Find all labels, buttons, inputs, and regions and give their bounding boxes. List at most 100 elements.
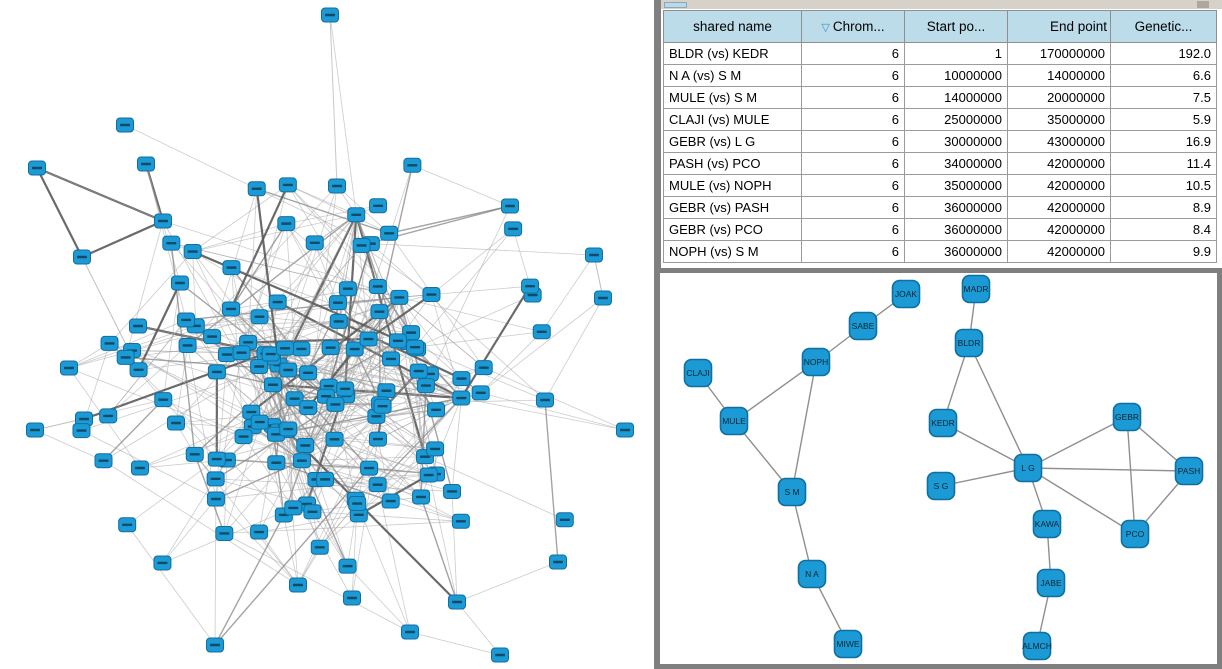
table-cell[interactable]: MULE (vs) S M: [663, 86, 802, 109]
table-cell[interactable]: CLAJI (vs) MULE: [663, 108, 802, 131]
hairball-node[interactable]: [207, 451, 226, 467]
table-row[interactable]: PASH (vs) PCO 6 34000000 42000000 11.4: [663, 152, 1217, 175]
hairball-node[interactable]: [279, 421, 298, 437]
table-cell[interactable]: 1: [904, 42, 1008, 65]
column-header-1[interactable]: ▽ Chrom...: [801, 10, 905, 43]
hairball-node[interactable]: [250, 309, 269, 325]
table-cell[interactable]: NOPH (vs) S M: [663, 240, 802, 263]
hairball-node[interactable]: [276, 340, 295, 356]
table-cell[interactable]: N A (vs) S M: [663, 64, 802, 87]
table-row[interactable]: NOPH (vs) S M 6 36000000 42000000 9.9: [663, 240, 1217, 263]
hairball-node[interactable]: [178, 337, 197, 353]
hairball-node[interactable]: [310, 539, 329, 555]
table-row[interactable]: N A (vs) S M 6 10000000 14000000 6.6: [663, 64, 1217, 87]
subnetwork-edge[interactable]: [1027, 467, 1190, 472]
hairball-node[interactable]: [338, 558, 357, 574]
subnetwork-edge[interactable]: [1027, 467, 1136, 535]
hairball-node[interactable]: [471, 385, 490, 401]
table-cell[interactable]: 16.9: [1110, 130, 1217, 153]
table-row[interactable]: BLDR (vs) KEDR 6 1 170000000 192.0: [663, 42, 1217, 65]
network-node-S-M[interactable]: S M: [777, 477, 807, 507]
hairball-node[interactable]: [292, 453, 311, 469]
table-row[interactable]: MULE (vs) NOPH 6 35000000 42000000 10.5: [663, 174, 1217, 197]
table-cell[interactable]: 170000000: [1007, 42, 1111, 65]
table-cell[interactable]: 42000000: [1007, 152, 1111, 175]
hairball-node[interactable]: [368, 278, 387, 294]
table-cell[interactable]: 8.9: [1110, 196, 1217, 219]
hairball-node[interactable]: [328, 178, 346, 194]
hairball-node[interactable]: [60, 360, 78, 376]
scrollbar-fragment[interactable]: [1197, 1, 1209, 8]
subnetwork-edge[interactable]: [940, 467, 1029, 487]
network-node-MIWE[interactable]: MIWE: [833, 629, 863, 659]
hairball-node[interactable]: [183, 244, 202, 260]
hairball-node[interactable]: [292, 341, 311, 357]
hairball-node[interactable]: [370, 304, 389, 320]
table-cell[interactable]: 36000000: [904, 218, 1008, 241]
hairball-node[interactable]: [532, 324, 551, 340]
hairball-node[interactable]: [234, 429, 253, 445]
subnetwork-edge[interactable]: [791, 361, 817, 493]
hairball-node[interactable]: [409, 363, 428, 379]
hairball-node[interactable]: [206, 471, 225, 487]
hairball-node[interactable]: [170, 275, 189, 291]
hairball-node[interactable]: [162, 235, 181, 251]
hairball-node[interactable]: [250, 359, 269, 375]
table-cell[interactable]: 34000000: [904, 152, 1008, 175]
hairball-node[interactable]: [206, 637, 224, 653]
table-cell[interactable]: 6: [801, 64, 905, 87]
hairball-node[interactable]: [451, 513, 470, 529]
hairball-node[interactable]: [585, 247, 603, 263]
network-node-NOPH[interactable]: NOPH: [801, 347, 831, 377]
hairball-node[interactable]: [368, 431, 387, 447]
column-header-4[interactable]: Genetic...: [1110, 10, 1217, 43]
table-cell[interactable]: 43000000: [1007, 130, 1111, 153]
table-cell[interactable]: 14000000: [1007, 64, 1111, 87]
table-cell[interactable]: 6: [801, 240, 905, 263]
tab-fragment[interactable]: [664, 2, 687, 8]
hairball-node[interactable]: [616, 422, 634, 438]
hairball-node[interactable]: [232, 345, 251, 361]
hairball-node[interactable]: [504, 221, 523, 237]
hairball-node[interactable]: [153, 555, 172, 571]
hairball-node[interactable]: [380, 225, 399, 241]
table-row[interactable]: CLAJI (vs) MULE 6 25000000 35000000 5.9: [663, 108, 1217, 131]
table-row[interactable]: MULE (vs) S M 6 14000000 20000000 7.5: [663, 86, 1217, 109]
hairball-node[interactable]: [406, 339, 425, 355]
hairball-node[interactable]: [348, 496, 367, 512]
hairball-node[interactable]: [422, 287, 441, 303]
hairball-node[interactable]: [285, 391, 304, 407]
hairball-node[interactable]: [278, 177, 297, 193]
hairball-node[interactable]: [419, 467, 438, 483]
hairball-node[interactable]: [289, 577, 307, 593]
hairball-node[interactable]: [452, 390, 471, 406]
hairball-node[interactable]: [443, 483, 462, 499]
hairball-node[interactable]: [99, 408, 118, 424]
hairball-node[interactable]: [336, 381, 355, 397]
table-cell[interactable]: 25000000: [904, 108, 1008, 131]
column-header-3[interactable]: End point: [1007, 10, 1111, 43]
hairball-node[interactable]: [360, 460, 379, 476]
main-network-view[interactable]: [0, 0, 654, 669]
table-cell[interactable]: 6: [801, 86, 905, 109]
hairball-node[interactable]: [177, 312, 196, 328]
table-cell[interactable]: GEBR (vs) L G: [663, 130, 802, 153]
hairball-node[interactable]: [316, 471, 335, 487]
hairball-node[interactable]: [129, 362, 148, 378]
hairball-node[interactable]: [215, 525, 234, 541]
table-cell[interactable]: 6: [801, 174, 905, 197]
hairball-node[interactable]: [26, 422, 44, 438]
hairball-node[interactable]: [247, 181, 266, 197]
table-cell[interactable]: 42000000: [1007, 196, 1111, 219]
hairball-node[interactable]: [345, 341, 364, 357]
subnetwork-view[interactable]: JOAK MADR SABE NOPH BLDR CLAJI MULE KEDR GEBR L G…: [660, 273, 1217, 664]
table-cell[interactable]: 192.0: [1110, 42, 1217, 65]
hairball-node[interactable]: [94, 453, 113, 469]
hairball-node[interactable]: [100, 335, 119, 351]
hairball-node[interactable]: [305, 235, 324, 251]
table-cell[interactable]: MULE (vs) NOPH: [663, 174, 802, 197]
hairball-node[interactable]: [267, 455, 286, 471]
hairball-node[interactable]: [549, 554, 567, 570]
hairball-node[interactable]: [373, 398, 392, 414]
hairball-node[interactable]: [347, 207, 366, 223]
